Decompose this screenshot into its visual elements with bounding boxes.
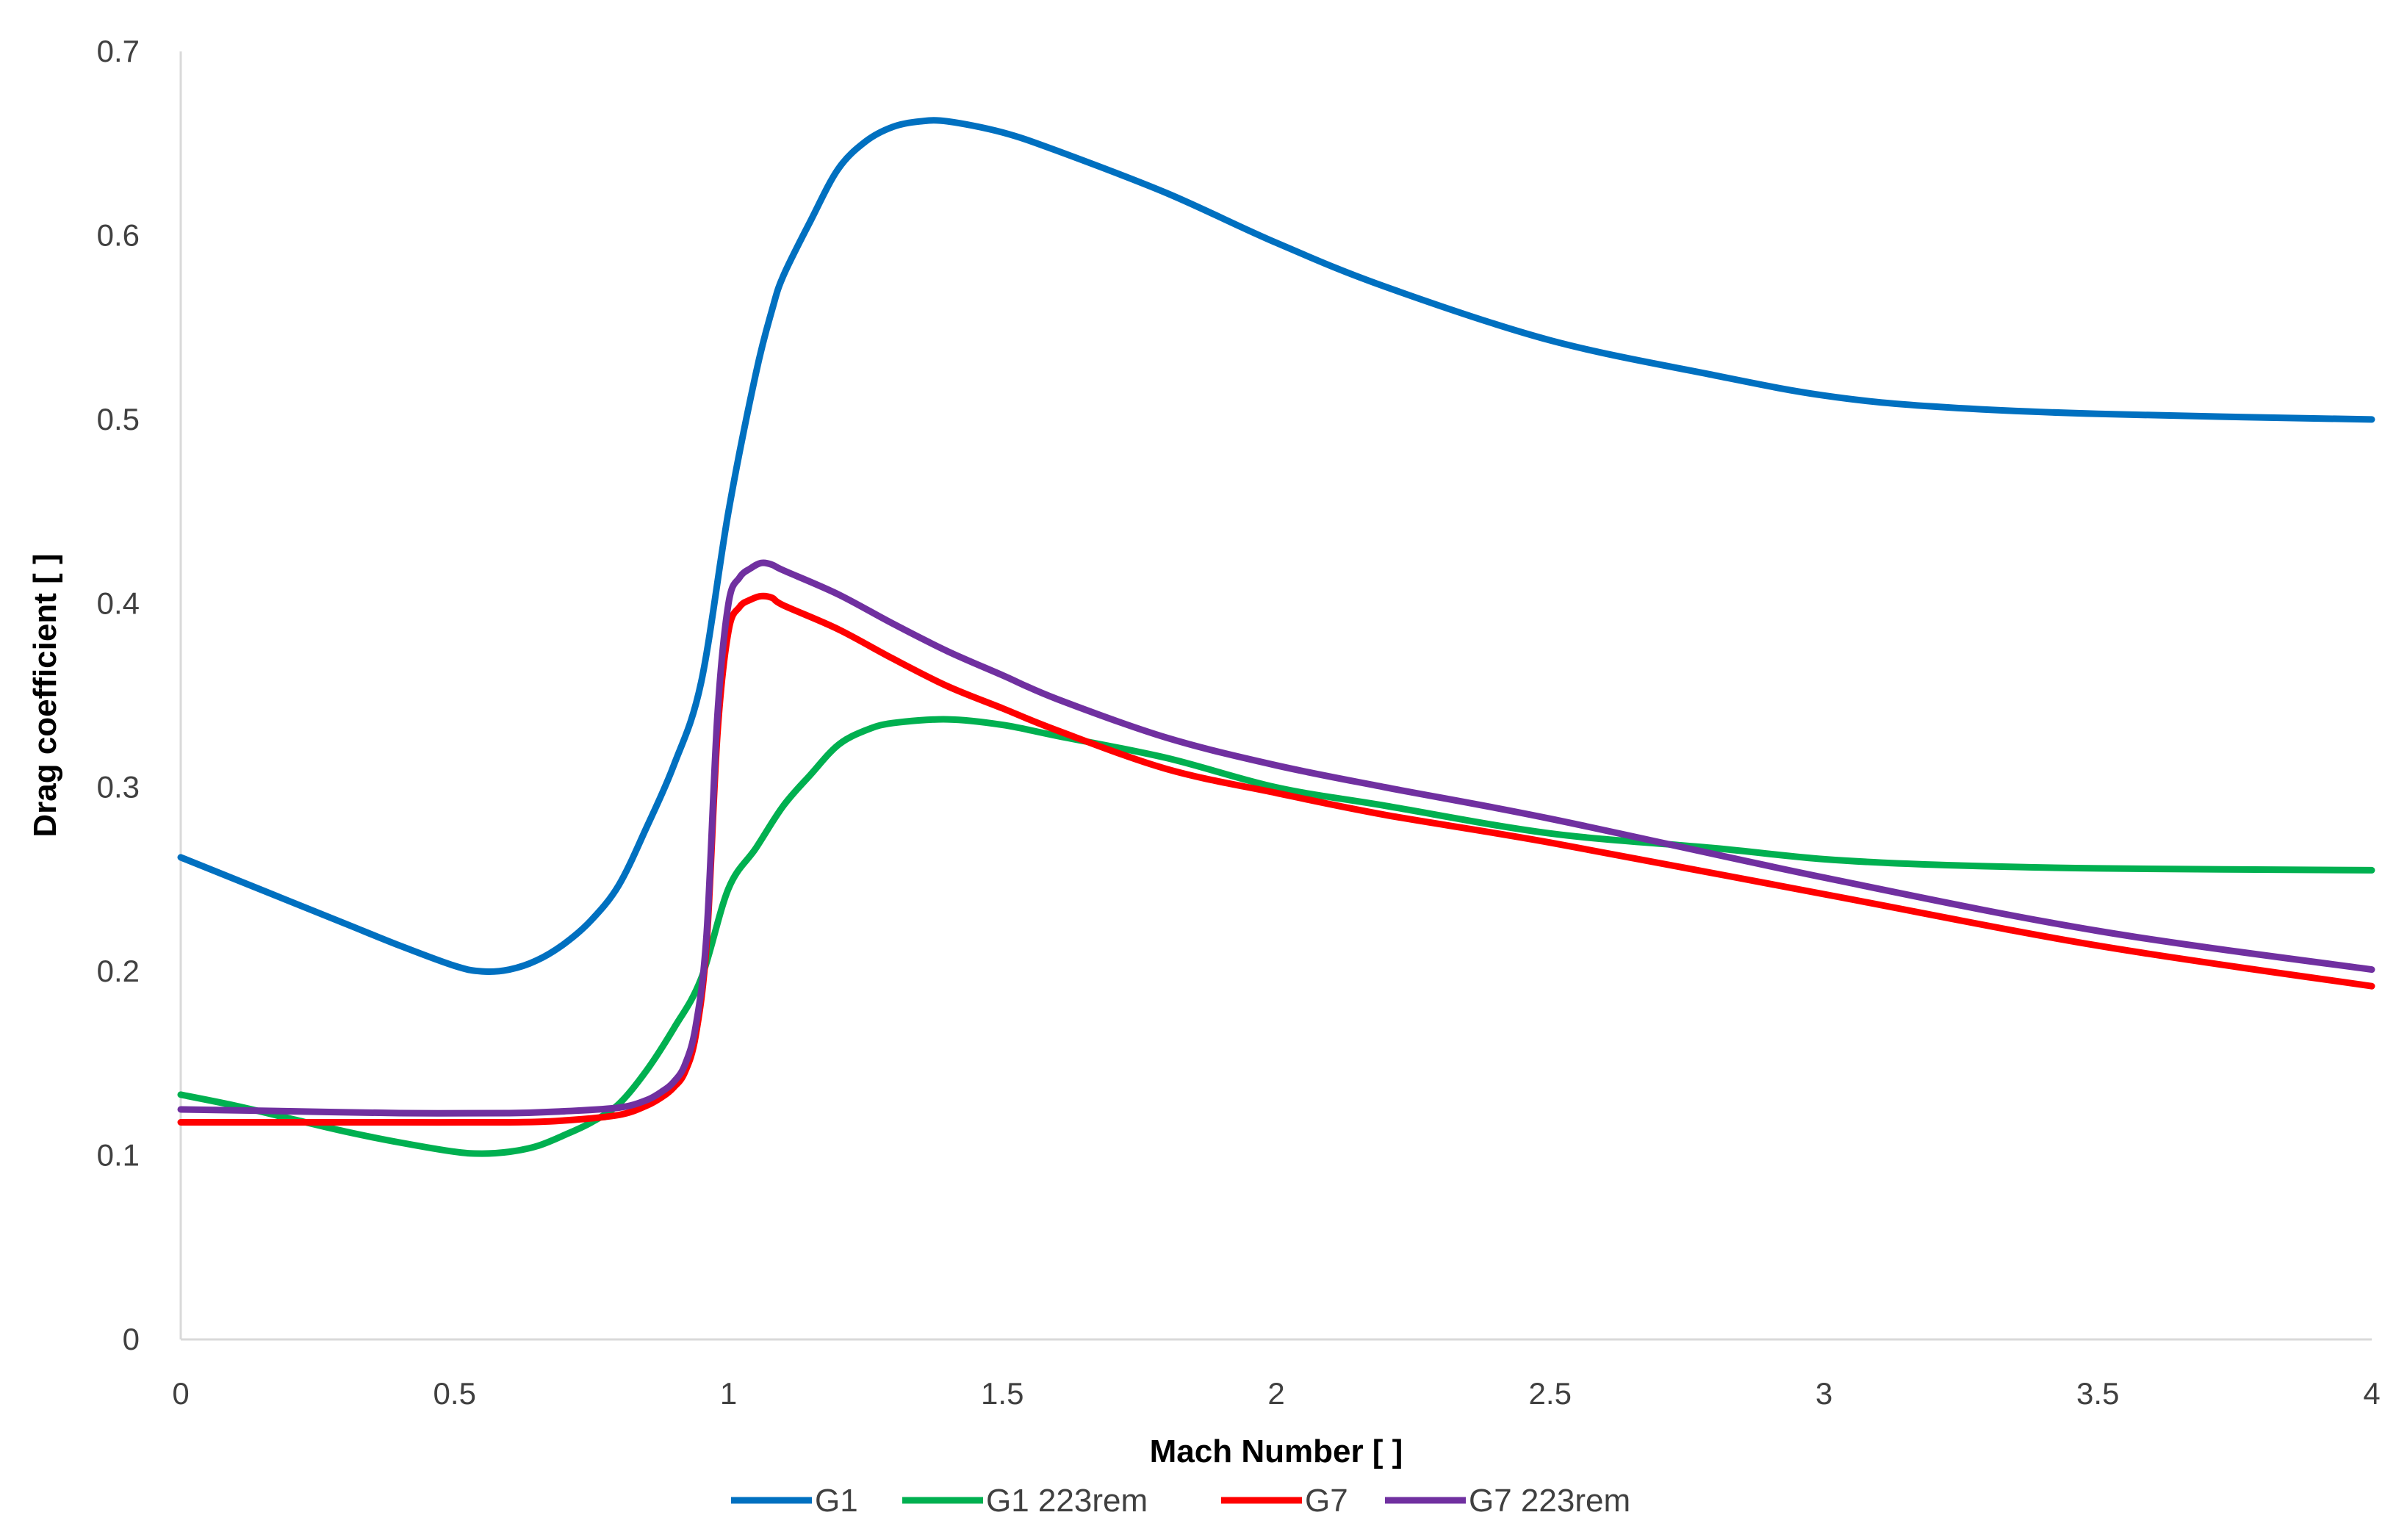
tick-labels: 0 0.1 0.2 0.3 0.4 0.5 0.6 0.7 0 0.5 1 1.5 2 2.5 3 3.5 4 xyxy=(97,34,2381,1411)
x-tick-label: 0 xyxy=(172,1376,189,1411)
y-tick-label: 0.4 xyxy=(97,586,140,620)
x-tick-label: 1 xyxy=(720,1376,737,1411)
y-axis-title: Drag coefficient [ ] xyxy=(27,553,63,837)
series-line-g1-223rem xyxy=(177,716,2375,1157)
series-line-g7 xyxy=(177,592,2375,1126)
y-tick-label: 0.7 xyxy=(97,34,140,68)
x-tick-label: 4 xyxy=(2363,1376,2380,1411)
x-tick-label: 3.5 xyxy=(2076,1376,2119,1411)
legend-label-g1-223rem: G1 223rem xyxy=(986,1483,1148,1519)
y-tick-label: 0.2 xyxy=(97,954,140,988)
y-tick-label: 0.6 xyxy=(97,217,140,252)
y-tick-label: 0.3 xyxy=(97,770,140,805)
series-line-g1 xyxy=(177,117,2375,975)
legend-label-g7-223rem: G7 223rem xyxy=(1469,1483,1630,1519)
x-tick-label: 3 xyxy=(1816,1376,1832,1411)
y-tick-label: 0 xyxy=(123,1322,140,1356)
series-lines xyxy=(177,117,2375,1157)
x-axis-title: Mach Number [ ] xyxy=(1150,1433,1403,1469)
x-tick-label: 2.5 xyxy=(1529,1376,1572,1411)
y-tick-label: 0.1 xyxy=(97,1138,140,1173)
legend-label-g7: G7 xyxy=(1305,1483,1348,1519)
series-line-g7-223rem xyxy=(177,559,2375,1117)
legend: G1 G1 223rem G7 G7 223rem xyxy=(731,1483,1630,1519)
y-tick-label: 0.5 xyxy=(97,402,140,436)
x-tick-label: 2 xyxy=(1267,1376,1284,1411)
x-tick-label: 0.5 xyxy=(433,1376,476,1411)
legend-label-g1: G1 xyxy=(815,1483,858,1519)
x-tick-label: 1.5 xyxy=(981,1376,1023,1411)
